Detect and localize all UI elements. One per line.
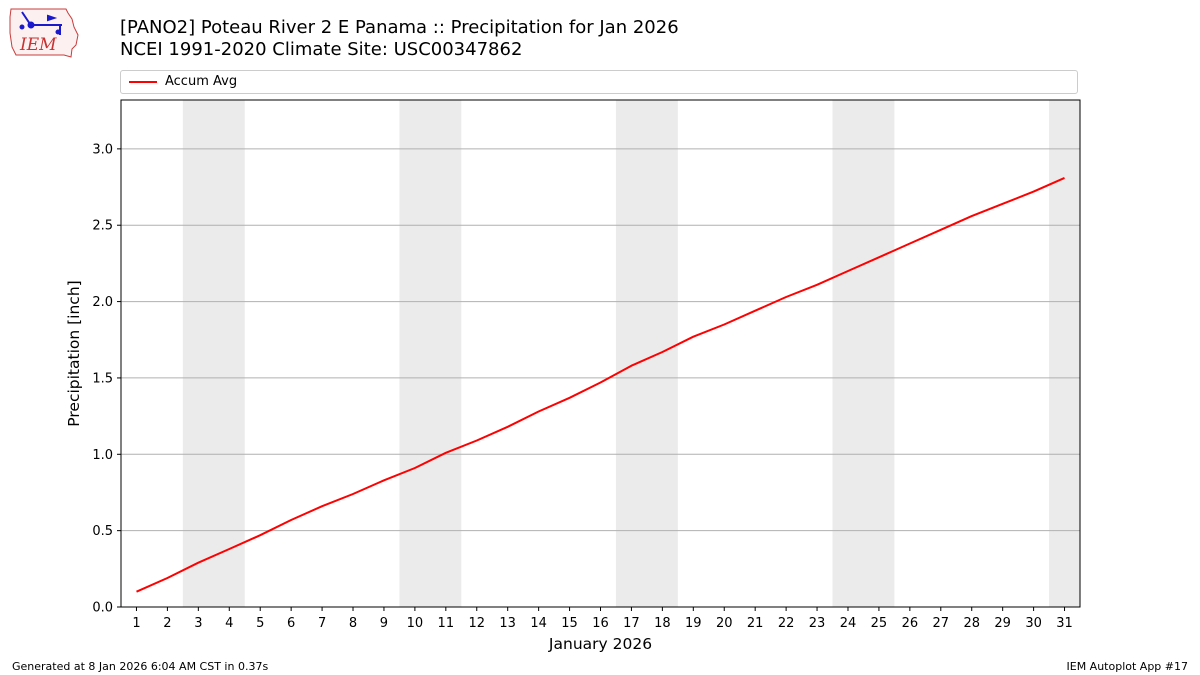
x-tick-label: 28 bbox=[963, 616, 980, 631]
chart-subtitle: NCEI 1991-2020 Climate Site: USC00347862 bbox=[120, 39, 523, 60]
x-tick-label: 1 bbox=[132, 616, 140, 631]
x-tick-label: 17 bbox=[623, 616, 640, 631]
logo-text: IEM bbox=[19, 35, 57, 55]
x-tick-label: 8 bbox=[349, 616, 357, 631]
x-tick-label: 13 bbox=[499, 616, 516, 631]
x-tick-label: 9 bbox=[380, 616, 388, 631]
y-tick-label: 2.0 bbox=[92, 295, 113, 310]
chart-title: [PANO2] Poteau River 2 E Panama :: Preci… bbox=[120, 17, 679, 38]
y-tick-label: 1.0 bbox=[92, 448, 113, 463]
x-tick-label: 14 bbox=[530, 616, 547, 631]
x-tick-label: 5 bbox=[256, 616, 264, 631]
legend-label: Accum Avg bbox=[165, 74, 238, 89]
weekend-band bbox=[832, 100, 895, 607]
x-tick-label: 27 bbox=[933, 616, 950, 631]
y-tick-label: 2.5 bbox=[92, 219, 113, 234]
x-axis-label: January 2026 bbox=[548, 635, 652, 653]
x-tick-label: 25 bbox=[871, 616, 888, 631]
x-tick-label: 23 bbox=[809, 616, 826, 631]
weekend-band bbox=[1049, 100, 1080, 607]
x-tick-label: 16 bbox=[592, 616, 609, 631]
plot-frame bbox=[120, 99, 1081, 608]
x-tick-label: 20 bbox=[716, 616, 733, 631]
weekend-band bbox=[615, 100, 678, 607]
x-tick-label: 10 bbox=[407, 616, 424, 631]
y-tick-label: 0.5 bbox=[92, 524, 113, 539]
x-tick-label: 4 bbox=[225, 616, 233, 631]
y-tick-label: 0.0 bbox=[92, 601, 113, 616]
x-tick-label: 3 bbox=[194, 616, 202, 631]
x-tick-label: 29 bbox=[994, 616, 1011, 631]
x-tick-label: 21 bbox=[747, 616, 764, 631]
x-tick-label: 22 bbox=[778, 616, 795, 631]
y-tick-label: 1.5 bbox=[92, 371, 113, 386]
x-tick-label: 30 bbox=[1025, 616, 1042, 631]
x-tick-label: 19 bbox=[685, 616, 702, 631]
legend-swatch bbox=[129, 81, 157, 83]
x-tick-label: 31 bbox=[1056, 616, 1073, 631]
x-tick-label: 12 bbox=[468, 616, 485, 631]
y-tick-label: 3.0 bbox=[92, 142, 113, 157]
weekend-band bbox=[399, 100, 462, 607]
x-tick-label: 11 bbox=[438, 616, 455, 631]
generated-footer: Generated at 8 Jan 2026 6:04 AM CST in 0… bbox=[12, 660, 269, 673]
weather-station-icon bbox=[19, 11, 62, 35]
x-tick-label: 2 bbox=[163, 616, 171, 631]
x-tick-label: 15 bbox=[561, 616, 578, 631]
iem-logo: IEM bbox=[9, 8, 79, 58]
y-axis-label: Precipitation [inch] bbox=[65, 280, 83, 426]
series-line-accum-avg bbox=[136, 176, 1065, 593]
legend: Accum Avg bbox=[120, 70, 1078, 94]
x-tick-label: 26 bbox=[902, 616, 919, 631]
autoplot-footer: IEM Autoplot App #17 bbox=[1066, 660, 1189, 673]
x-tick-label: 18 bbox=[654, 616, 671, 631]
x-tick-label: 7 bbox=[318, 616, 326, 631]
x-tick-label: 6 bbox=[287, 616, 295, 631]
weekend-band bbox=[182, 100, 245, 607]
x-tick-label: 24 bbox=[840, 616, 857, 631]
